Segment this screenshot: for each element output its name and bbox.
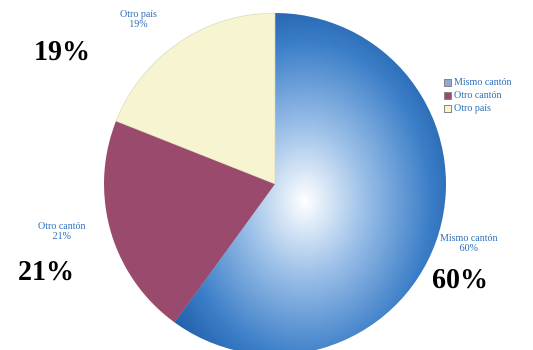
legend-swatch — [444, 78, 452, 87]
big-percent-otro-canton: 21% — [18, 256, 74, 287]
slice-label-name: Otro cantón — [38, 221, 86, 232]
slice-label-percent: 21% — [52, 231, 71, 242]
legend-swatch — [444, 91, 452, 100]
slice-label-otro-canton: Otro cantón 21% — [38, 222, 86, 242]
slice-label-mismo-canton: Mismo cantón 60% — [440, 234, 498, 254]
slice-label-otro-pais: Otro país 19% — [120, 10, 157, 30]
pie-slice-otro-canton — [104, 121, 276, 323]
chart-legend: Mismo cantón Otro cantón Otro país — [444, 76, 512, 115]
slice-label-percent: 60% — [459, 243, 478, 254]
legend-item-mismo-canton: Mismo cantón — [444, 76, 512, 89]
pie-slice-otro-pais — [115, 12, 276, 185]
legend-swatch — [444, 104, 452, 113]
pie-slice-mismo-canton — [174, 13, 447, 350]
slice-label-name: Otro país — [120, 9, 157, 20]
legend-label: Otro país — [454, 103, 491, 114]
big-percent-mismo-canton: 60% — [432, 264, 488, 295]
big-percent-otro-pais: 19% — [34, 36, 90, 67]
slice-label-name: Mismo cantón — [440, 233, 498, 244]
legend-label: Mismo cantón — [454, 77, 512, 88]
legend-item-otro-pais: Otro país — [444, 102, 512, 115]
legend-label: Otro cantón — [454, 90, 502, 101]
slice-label-percent: 19% — [129, 19, 148, 30]
legend-item-otro-canton: Otro cantón — [444, 89, 512, 102]
